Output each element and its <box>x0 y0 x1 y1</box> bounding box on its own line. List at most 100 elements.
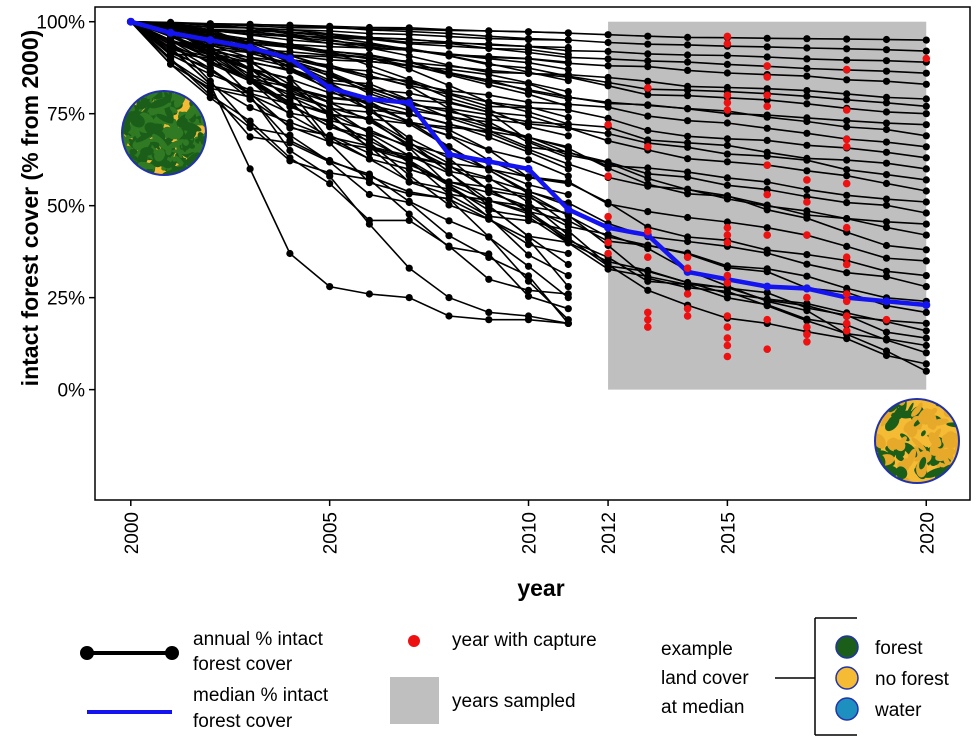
y-tick-label: 25% <box>47 289 85 310</box>
series-point <box>405 264 413 272</box>
series-point <box>524 193 533 201</box>
series-point <box>922 154 930 162</box>
series-point <box>564 179 572 187</box>
series-point <box>445 126 453 134</box>
series-point <box>604 159 612 167</box>
series-point <box>405 117 413 125</box>
capture-point <box>842 65 851 74</box>
series-point <box>365 190 373 199</box>
series-point <box>286 131 294 139</box>
land-cover-patch <box>144 122 161 136</box>
land-cover-patch <box>172 157 177 162</box>
land-cover-patch <box>875 478 882 483</box>
capture-point <box>683 264 692 273</box>
series-point <box>882 138 891 146</box>
capture-point <box>683 290 692 298</box>
series-point <box>922 360 930 368</box>
series-point <box>644 32 652 40</box>
legend-water-label: water <box>874 700 922 721</box>
series-line-65 <box>130 21 569 325</box>
series-point <box>723 141 732 149</box>
series-point <box>524 43 533 51</box>
series-point <box>684 51 692 59</box>
series-point <box>524 156 533 164</box>
series-point <box>445 161 453 169</box>
series-point <box>206 45 214 53</box>
capture-point <box>644 227 652 236</box>
capture-point <box>763 91 771 100</box>
land-cover-patch <box>885 400 896 405</box>
land-cover-patch <box>189 144 195 149</box>
series-point <box>723 51 732 60</box>
x-axis-title: year <box>517 575 564 601</box>
series-point <box>564 222 572 230</box>
series-point <box>843 56 851 64</box>
capture-point <box>723 223 732 232</box>
series-point <box>286 86 294 94</box>
legend-median-label-2: forest cover <box>193 711 293 732</box>
x-tick-label: 2012 <box>599 512 620 554</box>
series-point <box>286 146 294 155</box>
series-point <box>246 165 254 173</box>
series-point <box>763 43 771 51</box>
series-point <box>803 87 811 95</box>
series-point <box>882 223 891 231</box>
land-cover-patch <box>928 432 942 448</box>
land-cover-patch <box>161 159 172 169</box>
series-point <box>644 50 652 58</box>
legend-annual-label-1: annual % intact <box>193 629 324 650</box>
series-point <box>524 55 533 63</box>
land-cover-patch <box>199 158 206 165</box>
series-point <box>843 242 851 250</box>
series-point <box>684 92 692 100</box>
land-cover-patch <box>880 408 893 427</box>
series-point <box>485 146 493 154</box>
series-point <box>604 103 612 111</box>
capture-point <box>644 323 652 331</box>
series-point <box>882 119 891 127</box>
legend-example-label-1: example <box>661 639 733 660</box>
land-cover-patch <box>188 152 201 164</box>
series-point <box>524 80 533 88</box>
series-point <box>723 294 732 302</box>
capture-point <box>763 345 771 354</box>
series-point <box>803 117 811 126</box>
land-cover-patch <box>947 401 954 407</box>
median-point <box>763 282 772 291</box>
series-point <box>803 129 811 137</box>
series-point <box>723 181 732 189</box>
capture-point <box>723 32 732 41</box>
median-point <box>405 98 414 107</box>
x-tick-label: 2020 <box>917 512 938 554</box>
series-point <box>843 269 851 277</box>
series-point <box>445 105 453 113</box>
series-point <box>882 35 891 44</box>
series-point <box>524 69 533 78</box>
series-point <box>723 119 732 127</box>
series-point <box>763 206 771 214</box>
series-point <box>882 328 891 336</box>
series-point <box>843 172 851 180</box>
legend-capture-label: year with capture <box>452 630 597 651</box>
series-point <box>684 58 692 66</box>
y-axis-title: intact forest cover (% from 2000) <box>17 30 43 387</box>
series-point <box>684 33 692 42</box>
series-point <box>445 81 453 90</box>
series-point <box>882 267 891 275</box>
series-point <box>763 178 771 186</box>
series-point <box>524 86 533 94</box>
series-point <box>564 124 572 132</box>
land-cover-patch <box>197 160 202 171</box>
land-cover-patch <box>935 448 956 462</box>
series-point <box>843 96 851 104</box>
series-point <box>922 341 930 350</box>
series-point <box>485 129 493 137</box>
series-point <box>922 198 930 206</box>
legend-no-forest-swatch <box>835 666 859 690</box>
land-cover-patch <box>156 113 174 124</box>
series-point <box>763 289 771 297</box>
series-point <box>564 65 572 74</box>
series-point <box>843 123 851 131</box>
series-point <box>445 232 453 240</box>
series-point <box>445 217 453 225</box>
